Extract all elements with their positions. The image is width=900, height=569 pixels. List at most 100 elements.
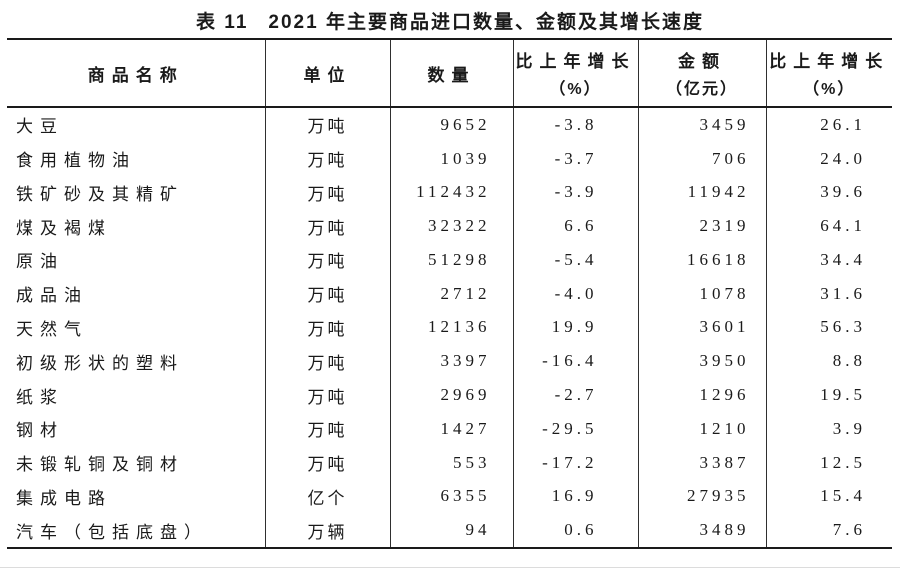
- quantity-growth-cell: -3.8: [512, 107, 638, 142]
- quantity-cell: 112432: [389, 175, 513, 210]
- quantity-growth-cell: 0.6: [512, 513, 638, 548]
- unit-cell: 万吨: [264, 175, 390, 210]
- commodity-name: 未锻轧铜及铜材: [16, 455, 184, 475]
- amount-growth-cell: 64.1: [765, 209, 892, 244]
- quantity-growth-cell: -3.7: [512, 141, 638, 176]
- table-row: 成品油 万吨 2712 -4.0 1078 31.6: [7, 276, 892, 311]
- table-row: 铁矿砂及其精矿 万吨 112432 -3.9 11942 39.6: [7, 175, 892, 210]
- unit-cell: 亿个: [264, 479, 390, 514]
- table-row: 钢材 万吨 1427 -29.5 1210 3.9: [7, 411, 892, 446]
- unit-cell: 万吨: [264, 310, 390, 345]
- commodity-name: 成品油: [16, 286, 88, 306]
- table-row: 天然气 万吨 12136 19.9 3601 56.3: [7, 310, 892, 345]
- amount-growth-cell: 56.3: [765, 310, 892, 345]
- quantity-cell: 2712: [389, 276, 513, 311]
- quantity-growth-cell: -29.5: [512, 411, 638, 446]
- quantity-cell: 1427: [389, 411, 513, 446]
- unit-cell: 万吨: [264, 445, 390, 480]
- table-label: 表 11: [196, 12, 249, 33]
- quantity-growth-cell: 16.9: [512, 479, 638, 514]
- amount-growth-cell: 31.6: [765, 276, 892, 311]
- quantity-cell: 6355: [389, 479, 513, 514]
- col-header-quantity-growth: 比上年增长 （%）: [512, 39, 638, 108]
- amount-cell: 3601: [637, 310, 766, 345]
- table-header: 商品名称 单位 数量 比上年增长 （%） 金额 （亿元） 比上年增长: [7, 39, 892, 108]
- commodity-name: 汽车（包括底盘）: [16, 522, 208, 542]
- commodity-name: 纸浆: [16, 387, 64, 407]
- col-header-label: 比上年增长: [515, 52, 636, 71]
- quantity-growth-cell: -4.0: [512, 276, 638, 311]
- unit-cell: 万辆: [264, 513, 390, 548]
- quantity-cell: 553: [389, 445, 513, 480]
- amount-growth-cell: 39.6: [765, 175, 892, 210]
- quantity-cell: 2969: [389, 378, 513, 412]
- quantity-growth-cell: -16.4: [512, 344, 638, 379]
- commodity-name: 铁矿砂及其精矿: [16, 184, 184, 204]
- unit-cell: 万吨: [264, 344, 390, 379]
- commodity-name: 大豆: [16, 117, 64, 137]
- col-header-label: 金额: [678, 52, 726, 71]
- amount-growth-cell: 12.5: [765, 445, 892, 480]
- table-row: 初级形状的塑料 万吨 3397 -16.4 3950 8.8: [7, 344, 892, 379]
- table-row: 食用植物油 万吨 1039 -3.7 706 24.0: [7, 141, 892, 176]
- quantity-growth-cell: 19.9: [512, 310, 638, 345]
- amount-growth-cell: 26.1: [765, 107, 892, 142]
- commodity-name: 初级形状的塑料: [16, 353, 184, 373]
- amount-cell: 3387: [637, 445, 766, 480]
- unit-cell: 万吨: [264, 378, 390, 412]
- quantity-growth-cell: -5.4: [512, 243, 638, 277]
- col-header-sub: （%）: [803, 81, 856, 98]
- quantity-cell: 3397: [389, 344, 513, 379]
- table-row: 煤及褐煤 万吨 32322 6.6 2319 64.1: [7, 209, 892, 244]
- quantity-cell: 9652: [389, 107, 513, 142]
- quantity-cell: 51298: [389, 243, 513, 277]
- amount-cell: 16618: [637, 243, 766, 277]
- unit-cell: 万吨: [264, 276, 390, 311]
- table-body: 大豆 万吨 9652 -3.8 3459 26.1 食用植物油 万吨 1039 …: [7, 107, 892, 548]
- amount-growth-cell: 24.0: [765, 141, 892, 176]
- col-header-amount: 金额 （亿元）: [637, 39, 766, 108]
- amount-cell: 1210: [637, 411, 766, 446]
- quantity-growth-cell: -17.2: [512, 445, 638, 480]
- header-row: 商品名称 单位 数量 比上年增长 （%） 金额 （亿元） 比上年增长: [7, 39, 892, 108]
- amount-growth-cell: 3.9: [765, 411, 892, 446]
- col-header-commodity: 商品名称: [7, 39, 265, 108]
- quantity-cell: 32322: [389, 209, 513, 244]
- table-row: 原油 万吨 51298 -5.4 16618 34.4: [7, 243, 892, 277]
- commodity-name: 食用植物油: [16, 151, 136, 171]
- col-header-unit: 单位: [264, 39, 390, 108]
- col-header-quantity: 数量: [389, 39, 513, 108]
- amount-cell: 27935: [637, 479, 766, 514]
- amount-cell: 3459: [637, 107, 766, 142]
- amount-cell: 2319: [637, 209, 766, 244]
- quantity-cell: 1039: [389, 141, 513, 176]
- quantity-growth-cell: -3.9: [512, 175, 638, 210]
- col-header-label: 比上年增长: [769, 52, 890, 71]
- table-row: 汽车（包括底盘） 万辆 94 0.6 3489 7.6: [7, 513, 892, 548]
- quantity-cell: 94: [389, 513, 513, 548]
- amount-growth-cell: 7.6: [765, 513, 892, 548]
- col-header-sub: （亿元）: [665, 81, 738, 98]
- col-header-label: 商品名称: [87, 65, 184, 85]
- amount-cell: 3489: [637, 513, 766, 548]
- unit-cell: 万吨: [264, 243, 390, 277]
- unit-cell: 万吨: [264, 107, 390, 142]
- amount-growth-cell: 8.8: [765, 344, 892, 379]
- commodity-name: 煤及褐煤: [16, 218, 112, 238]
- amount-cell: 11942: [637, 175, 766, 210]
- col-header-sub: （%）: [549, 81, 602, 98]
- amount-cell: 706: [637, 141, 766, 176]
- amount-cell: 3950: [637, 344, 766, 379]
- table-title-text: 2021 年主要商品进口数量、金额及其增长速度: [268, 12, 704, 33]
- commodity-name: 原油: [16, 252, 64, 272]
- quantity-growth-cell: -2.7: [512, 378, 638, 412]
- table-row: 大豆 万吨 9652 -3.8 3459 26.1: [7, 107, 892, 142]
- table-row: 集成电路 亿个 6355 16.9 27935 15.4: [7, 479, 892, 514]
- commodity-name: 集成电路: [16, 488, 112, 508]
- table-title: 表 11 2021 年主要商品进口数量、金额及其增长速度: [0, 7, 900, 34]
- amount-growth-cell: 19.5: [765, 378, 892, 412]
- unit-cell: 万吨: [264, 209, 390, 244]
- unit-cell: 万吨: [264, 411, 390, 446]
- amount-growth-cell: 34.4: [765, 243, 892, 277]
- quantity-cell: 12136: [389, 310, 513, 345]
